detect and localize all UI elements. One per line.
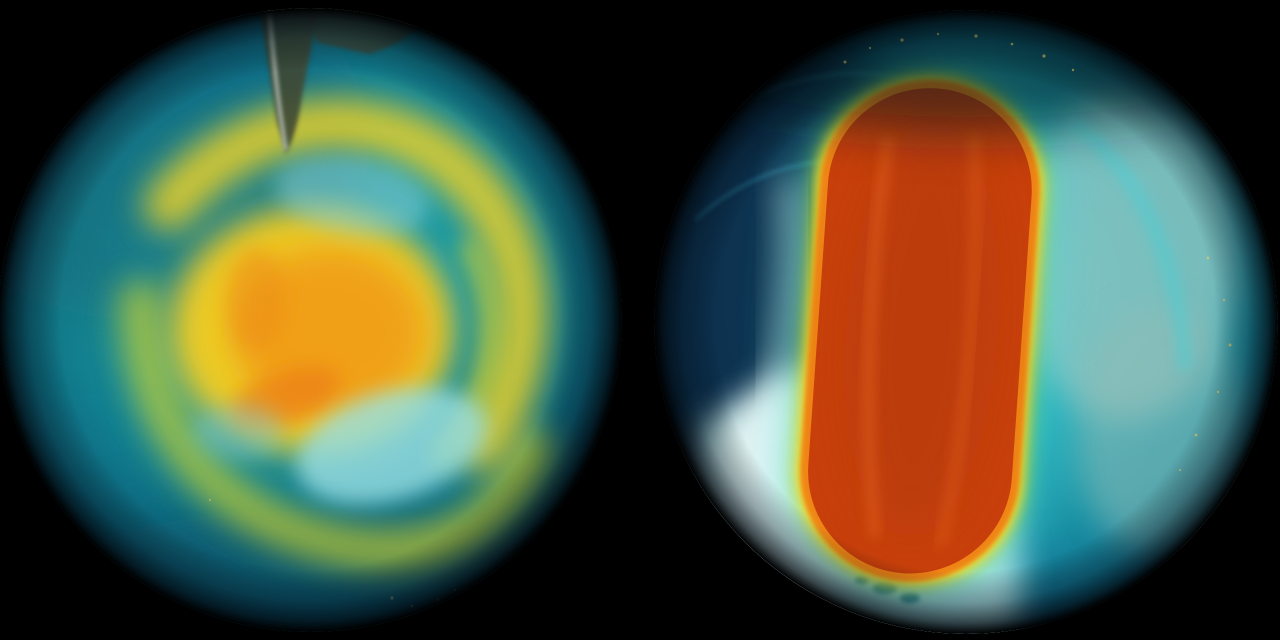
left-globe (0, 8, 622, 632)
left-globe-disc (0, 8, 622, 632)
globe-limb-shade (654, 10, 1278, 634)
right-globe-disc (654, 10, 1278, 634)
globe-limb-shade (0, 8, 622, 632)
left-globe-graphic (0, 8, 622, 632)
right-globe (640, 0, 1280, 640)
right-globe-graphic (654, 10, 1278, 634)
